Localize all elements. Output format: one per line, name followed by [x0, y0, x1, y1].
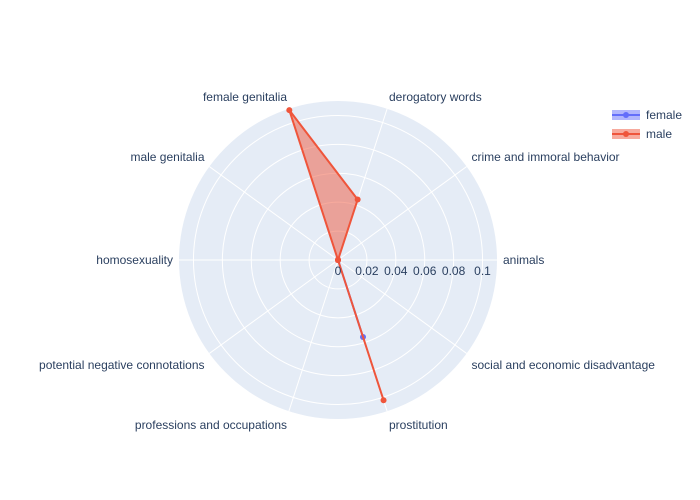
category-label: homosexuality — [96, 253, 173, 267]
category-label: derogatory words — [389, 90, 482, 104]
category-label: professions and occupations — [135, 418, 287, 432]
category-label: animals — [503, 253, 544, 267]
grid-spoke — [337, 259, 467, 354]
radial-tick-label: 0 — [335, 264, 342, 278]
radial-tick-labels: 0 0.02 0.04 0.06 0.08 0.1 — [335, 264, 492, 278]
category-label: prostitution — [389, 418, 448, 432]
data-point[interactable] — [286, 107, 293, 114]
legend-marker — [623, 131, 629, 137]
category-label: male genitalia — [130, 150, 204, 164]
series-layer — [286, 107, 387, 404]
legend-marker — [623, 112, 629, 118]
category-labels: animals crime and immoral behavior derogat… — [39, 90, 655, 432]
legend-label: female — [646, 108, 682, 122]
legend-item-female[interactable]: female — [612, 108, 682, 122]
category-label: potential negative connotations — [39, 358, 204, 372]
legend-label: male — [646, 127, 672, 141]
radial-tick-label: 0.08 — [442, 264, 466, 278]
category-label: social and economic disadvantage — [472, 358, 656, 372]
radial-tick-label: 0.06 — [413, 264, 437, 278]
grid-spoke — [209, 166, 339, 261]
grid-spoke — [288, 259, 339, 412]
series-male — [286, 107, 387, 404]
data-point[interactable] — [380, 397, 387, 404]
radial-tick-label: 0.1 — [474, 264, 491, 278]
series-line — [288, 109, 385, 402]
data-point[interactable] — [335, 257, 341, 263]
grid-spoke — [337, 166, 467, 261]
legend[interactable]: female male — [612, 108, 682, 141]
radial-tick-label: 0.02 — [355, 264, 379, 278]
legend-item-male[interactable]: male — [612, 127, 672, 141]
data-point[interactable] — [354, 196, 361, 203]
radial-tick-label: 0.04 — [384, 264, 408, 278]
category-label: female genitalia — [203, 90, 287, 104]
category-label: crime and immoral behavior — [472, 150, 620, 164]
grid-spoke — [209, 259, 339, 354]
